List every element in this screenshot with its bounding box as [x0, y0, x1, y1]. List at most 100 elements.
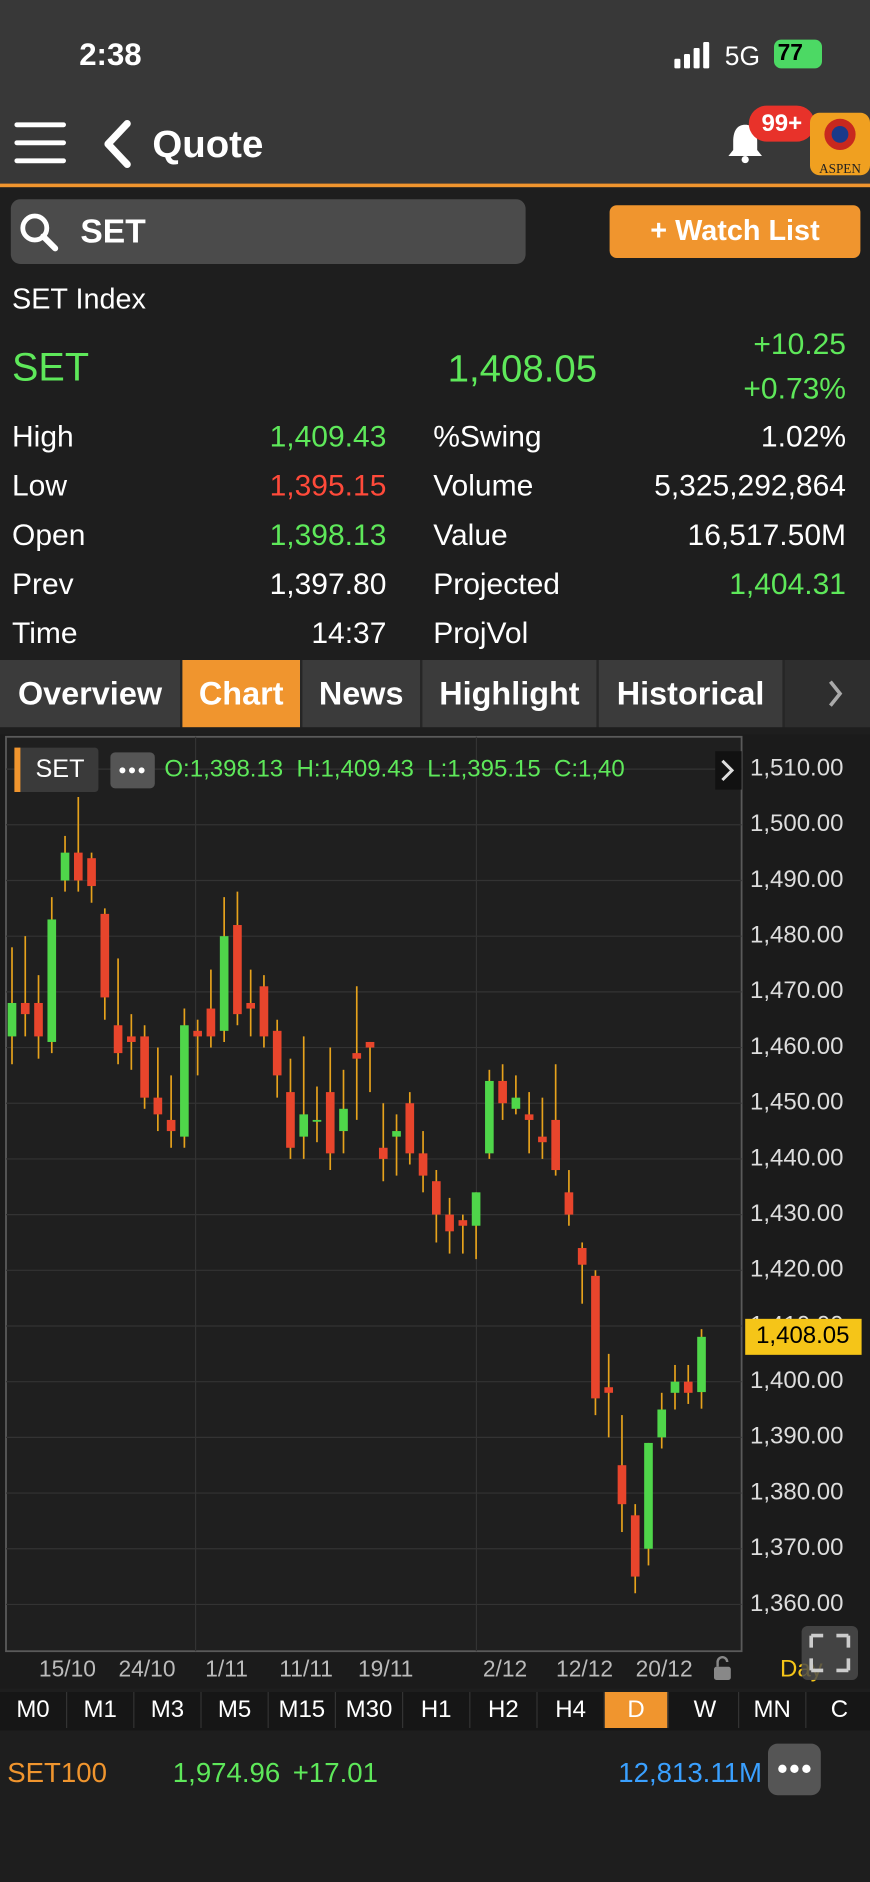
logo[interactable]: ASPEN — [810, 112, 870, 176]
y-tick-label: 1,450.00 — [750, 1089, 843, 1116]
chart-symbol: SET — [36, 755, 85, 783]
candle-body — [591, 1275, 600, 1399]
candle-body — [233, 925, 242, 1015]
chart: SET O:1,398.13 H:1,409.43 L:1,395.15 C:1… — [0, 734, 870, 1689]
candle-body — [617, 1465, 627, 1505]
bottom-symbol: SET100 — [7, 1756, 107, 1789]
search-icon — [20, 213, 59, 252]
timeframe[interactable]: H2 — [470, 1692, 538, 1729]
candle-body — [60, 852, 70, 881]
candle-body — [577, 1248, 587, 1265]
timeframe[interactable]: M30 — [336, 1692, 404, 1729]
stat-label: Low — [12, 469, 68, 503]
timeframe[interactable]: M5 — [202, 1692, 269, 1729]
timeframe[interactable]: M1 — [67, 1692, 135, 1729]
x-tick-label: 2/12 — [483, 1655, 527, 1681]
header-bg — [0, 0, 870, 184]
y-tick-label: 1,380.00 — [750, 1478, 843, 1505]
candle-body — [657, 1409, 667, 1438]
timeframe[interactable]: M15 — [269, 1692, 336, 1729]
candle-body — [405, 1103, 415, 1154]
stat-value: 14:37 — [311, 616, 387, 651]
header-divider — [0, 183, 870, 188]
ohlc-more[interactable] — [715, 751, 742, 790]
dot — [119, 767, 126, 774]
marks — [6, 768, 742, 1606]
timeframe[interactable]: H1 — [403, 1692, 471, 1729]
symbol-chip-accent — [14, 747, 21, 793]
candle-body — [339, 1108, 348, 1132]
back-button[interactable] — [101, 120, 135, 168]
chevron — [721, 759, 735, 782]
candle-body — [697, 1336, 706, 1393]
status-time: 2:38 — [79, 36, 142, 72]
timeframe[interactable]: H4 — [538, 1692, 605, 1729]
symbol-chip[interactable] — [14, 747, 99, 793]
x-tick-label: 1/11 — [205, 1655, 248, 1681]
stat-value: 16,517.50M — [687, 518, 847, 552]
candle-body — [193, 1030, 202, 1037]
quote-name: SET Index — [12, 283, 146, 316]
candle-body — [7, 1002, 17, 1037]
stat-label: Projected — [433, 567, 560, 602]
stat-label: %Swing — [433, 420, 542, 454]
candle-body — [378, 1147, 388, 1159]
candle-body — [34, 1002, 43, 1037]
candle-body — [365, 1041, 375, 1048]
y-tick-label: 1,510.00 — [750, 754, 843, 781]
network: 5G — [724, 40, 761, 71]
plot-area — [5, 735, 743, 1653]
timeframe[interactable]: W — [672, 1692, 740, 1729]
y-tick-label: 1,480.00 — [750, 922, 843, 949]
timeframe[interactable]: MN — [739, 1692, 807, 1729]
y-tick-label: 1,370.00 — [750, 1534, 843, 1561]
x-tick-label: 15/10 — [39, 1655, 96, 1681]
candle-body — [445, 1214, 454, 1232]
tab[interactable]: Chart — [182, 660, 300, 728]
y-tick-label: 1,400.00 — [750, 1367, 843, 1394]
tab[interactable]: News — [302, 660, 421, 728]
candle-body — [670, 1381, 680, 1393]
bottom-bar — [0, 1737, 870, 1810]
candle-body — [100, 913, 110, 998]
lock-shackle — [716, 1656, 729, 1667]
tab-arrow — [828, 680, 843, 707]
stat-value: 1,397.80 — [269, 567, 387, 602]
notification-badge: 99+ — [748, 105, 815, 142]
candle-body — [219, 936, 229, 1031]
candle-body — [551, 1119, 560, 1171]
y-tick-label: 1,420.00 — [750, 1256, 843, 1283]
tab[interactable]: Overview — [0, 660, 180, 728]
timeframe[interactable]: C — [806, 1692, 870, 1728]
x-tick-label: 12/12 — [556, 1655, 613, 1681]
candle-body — [604, 1387, 614, 1393]
dot — [129, 767, 135, 774]
ohlc-readout: O:1,398.13 H:1,409.43 L:1,395.15 C:1,40 — [164, 756, 624, 783]
signal-icon — [674, 42, 710, 69]
quote-percent: +0.73% — [743, 372, 847, 406]
candle-body — [432, 1181, 441, 1215]
quote-change: +10.25 — [753, 327, 847, 362]
expand-button[interactable] — [801, 1626, 859, 1681]
tab[interactable]: Highlight — [422, 660, 597, 728]
watchlist-button[interactable]: + Watch List — [609, 205, 861, 258]
bottom-change: +17.01 — [292, 1756, 378, 1789]
stat-label: Value — [433, 518, 508, 552]
more-button[interactable] — [768, 1743, 821, 1796]
tab-scroll[interactable] — [784, 660, 870, 728]
timeframe[interactable]: D — [604, 1692, 669, 1729]
search-box[interactable] — [10, 199, 526, 264]
stat-value: 1,398.13 — [269, 518, 387, 552]
y-tick-label: 1,490.00 — [750, 866, 843, 893]
stat-label: ProjVol — [433, 616, 529, 651]
timeframe[interactable]: M3 — [134, 1692, 202, 1729]
timeframe[interactable]: M0 — [0, 1692, 68, 1729]
candle-body — [325, 1092, 335, 1154]
candle-body — [246, 1002, 256, 1009]
tab[interactable]: Historical — [598, 660, 783, 728]
candle-body — [511, 1097, 521, 1109]
y-tick-label: 1,470.00 — [750, 977, 843, 1004]
candle-body — [683, 1381, 693, 1393]
menu-button[interactable] — [14, 120, 67, 168]
